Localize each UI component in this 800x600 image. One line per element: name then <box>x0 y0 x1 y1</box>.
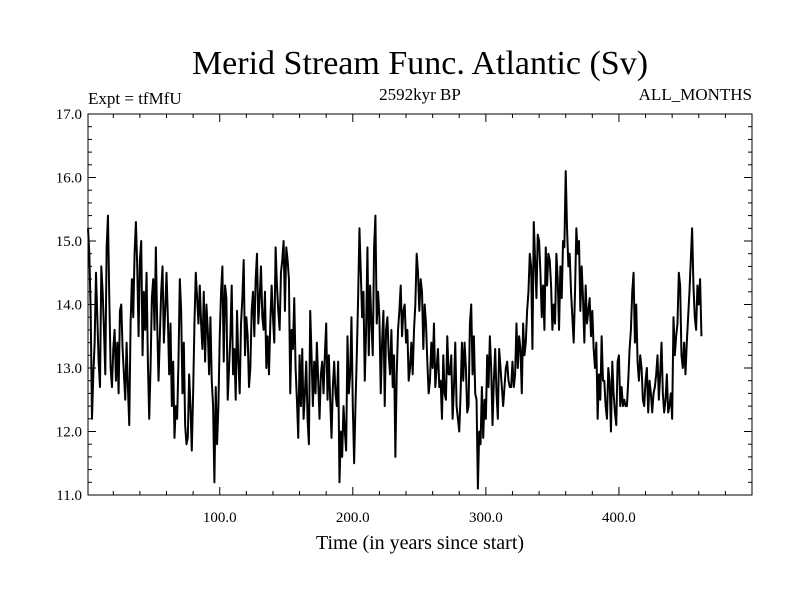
experiment-label: Expt = tfMfU <box>88 89 182 108</box>
x-axis: 100.0 200.0 300.0 400.0 <box>112 114 726 526</box>
x-tick-label: 100.0 <box>203 510 237 526</box>
period-label: 2592kyr BP <box>379 85 461 104</box>
y-tick-label: 12.0 <box>56 425 82 441</box>
y-tick-label: 15.0 <box>56 234 82 250</box>
y-tick-label: 17.0 <box>56 107 82 123</box>
x-tick-label: 200.0 <box>336 510 370 526</box>
series-line <box>87 170 703 490</box>
y-tick-label: 11.0 <box>56 488 82 504</box>
chart-title: Merid Stream Func. Atlantic (Sv) <box>192 45 648 82</box>
months-label: ALL_MONTHS <box>639 85 752 104</box>
y-tick-label: 13.0 <box>56 361 82 377</box>
x-tick-label: 400.0 <box>602 510 636 526</box>
y-axis: 11.0 12.0 13.0 14.0 15.0 16.0 17.0 <box>56 107 752 504</box>
y-tick-label: 14.0 <box>56 298 82 314</box>
x-tick-label: 300.0 <box>469 510 503 526</box>
y-tick-label: 16.0 <box>56 171 82 187</box>
x-axis-title: Time (in years since start) <box>316 532 524 554</box>
